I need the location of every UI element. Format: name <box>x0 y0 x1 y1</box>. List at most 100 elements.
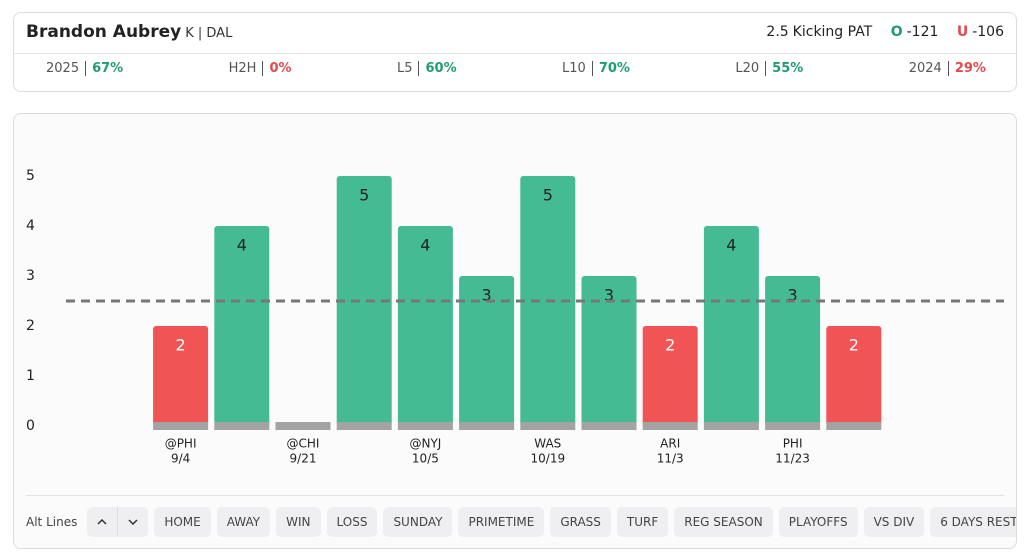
filter-button[interactable]: PLAYOFFS <box>778 507 858 537</box>
filter-button[interactable]: AWAY <box>216 507 271 537</box>
value-label: 3 <box>604 286 614 305</box>
bar-base <box>397 422 453 430</box>
under-odds[interactable]: -106 <box>972 24 1004 40</box>
down-icon <box>128 519 138 525</box>
prop-header: Brandon Aubrey K | DAL 2.5 Kicking PAT O -1… <box>14 13 1016 54</box>
y-tick-label: 4 <box>26 218 35 234</box>
filter-button[interactable]: REG SEASON <box>674 507 773 537</box>
filter-button[interactable]: WIN <box>276 507 321 537</box>
alt-lines-stepper <box>87 507 149 537</box>
value-label: 2 <box>849 336 859 355</box>
over-odds[interactable]: -121 <box>906 24 939 40</box>
hit-rate-label: L20 <box>735 61 767 76</box>
hit-rate-label: L5 <box>396 61 420 76</box>
line-up[interactable] <box>87 507 119 537</box>
value-label: 2 <box>176 336 186 355</box>
player: Brandon Aubrey <box>26 22 182 42</box>
value-label: 5 <box>359 186 369 205</box>
position-team: K | DAL <box>185 26 233 41</box>
y-tick-label: 5 <box>26 168 35 184</box>
y-tick-label: 2 <box>26 318 35 334</box>
line-down[interactable] <box>118 507 149 537</box>
y-tick-label: 1 <box>26 368 35 384</box>
bar <box>765 276 821 426</box>
x-tick-label: @CHI <box>287 437 320 451</box>
bar-base <box>765 422 821 430</box>
value-label: 4 <box>237 236 247 255</box>
bar-base <box>336 422 392 430</box>
filter-button[interactable]: PRIMETIME <box>458 507 545 537</box>
bar <box>703 226 759 426</box>
prop-card: Brandon Aubrey K | DAL 2.5 Kicking PAT O -1… <box>13 12 1017 92</box>
filters: Alt Lines HOME AWAY WIN LOSS SUNDAY PRIMETIME… <box>26 506 1016 538</box>
x-tick-date: 11/23 <box>775 452 810 466</box>
over-symbol[interactable]: O <box>890 24 903 40</box>
value-label: 2 <box>665 336 675 355</box>
hit-rate-value: 60% <box>425 61 457 76</box>
chart-card: 0 1 2 3 4 5 2 @PHI 9/4 4 @CHI 9/21 5 4 @NYJ 10/5 3 5 WAS 10… <box>13 113 1017 549</box>
value-label: 5 <box>543 186 553 205</box>
hit-rate-value: 67% <box>92 61 124 76</box>
alt-lines-label: Alt Lines <box>26 515 78 529</box>
hit-rate: 2024 29% <box>908 61 986 85</box>
hit-rate-label: 2024 <box>908 61 949 76</box>
bar <box>581 276 637 426</box>
bar-base <box>153 422 209 430</box>
bar-base <box>703 422 759 430</box>
x-tick-label: PHI <box>783 437 803 451</box>
x-tick-date: 11/3 <box>657 452 684 466</box>
x-tick-date: 10/19 <box>531 452 566 466</box>
market: Kicking PAT <box>792 24 873 40</box>
hit-rate: L5 60% <box>396 61 457 85</box>
y-tick-label: 0 <box>26 418 35 434</box>
hit-rate-label: H2H <box>228 61 264 76</box>
bar-base <box>214 422 270 430</box>
y-tick-label: 3 <box>26 268 35 284</box>
value-label: 4 <box>420 236 430 255</box>
hit-rate-label: L10 <box>562 61 593 76</box>
bar-base <box>275 422 331 430</box>
x-tick-date: 9/4 <box>171 452 190 466</box>
bar <box>397 226 453 426</box>
bar-base <box>642 422 698 430</box>
hit-rates: 2025 67% H2H 0% L5 60% L10 70% L20 55% 2024 29% <box>14 61 1016 85</box>
filter-button[interactable]: 6 DAYS REST <box>930 507 1016 537</box>
value-label: 3 <box>482 286 492 305</box>
value-label: 3 <box>788 286 798 305</box>
bar <box>826 326 882 426</box>
hit-rate: L20 55% <box>735 61 803 85</box>
bar-base <box>581 422 637 430</box>
bar-base <box>520 422 576 430</box>
prop-line: 2.5 Kicking PAT O -121 U -106 <box>762 24 1004 40</box>
hit-rate-label: 2025 <box>46 61 87 76</box>
x-tick-label: WAS <box>534 437 561 451</box>
filter-button[interactable]: SUNDAY <box>383 507 453 537</box>
bar <box>336 176 392 426</box>
bar-base <box>826 422 882 430</box>
hit-rate: L10 70% <box>562 61 630 85</box>
filter-button[interactable]: GRASS <box>550 507 611 537</box>
bar <box>153 326 209 426</box>
filter-button[interactable]: VS DIV <box>863 507 925 537</box>
hit-rate: 2025 67% <box>46 61 123 85</box>
bar-base <box>459 422 515 430</box>
x-tick-date: 10/5 <box>412 452 439 466</box>
hit-rate-value: 0% <box>269 61 292 76</box>
hit-rate: H2H 0% <box>228 61 292 85</box>
hit-rate-value: 55% <box>772 61 804 76</box>
up-icon <box>97 519 107 525</box>
filter-button[interactable]: LOSS <box>326 507 378 537</box>
bar <box>214 226 270 426</box>
hit-rate-value: 29% <box>954 61 986 76</box>
filter-button[interactable]: HOME <box>154 507 211 537</box>
filter-button[interactable]: TURF <box>616 507 669 537</box>
hit-rate-value: 70% <box>598 61 630 76</box>
x-tick-label: ARI <box>660 437 680 451</box>
x-tick-date: 9/21 <box>290 452 317 466</box>
under-symbol[interactable]: U <box>956 24 969 40</box>
x-tick-label: @NYJ <box>409 437 441 451</box>
player-name: Brandon Aubrey K | DAL <box>26 22 232 42</box>
bar <box>642 326 698 426</box>
